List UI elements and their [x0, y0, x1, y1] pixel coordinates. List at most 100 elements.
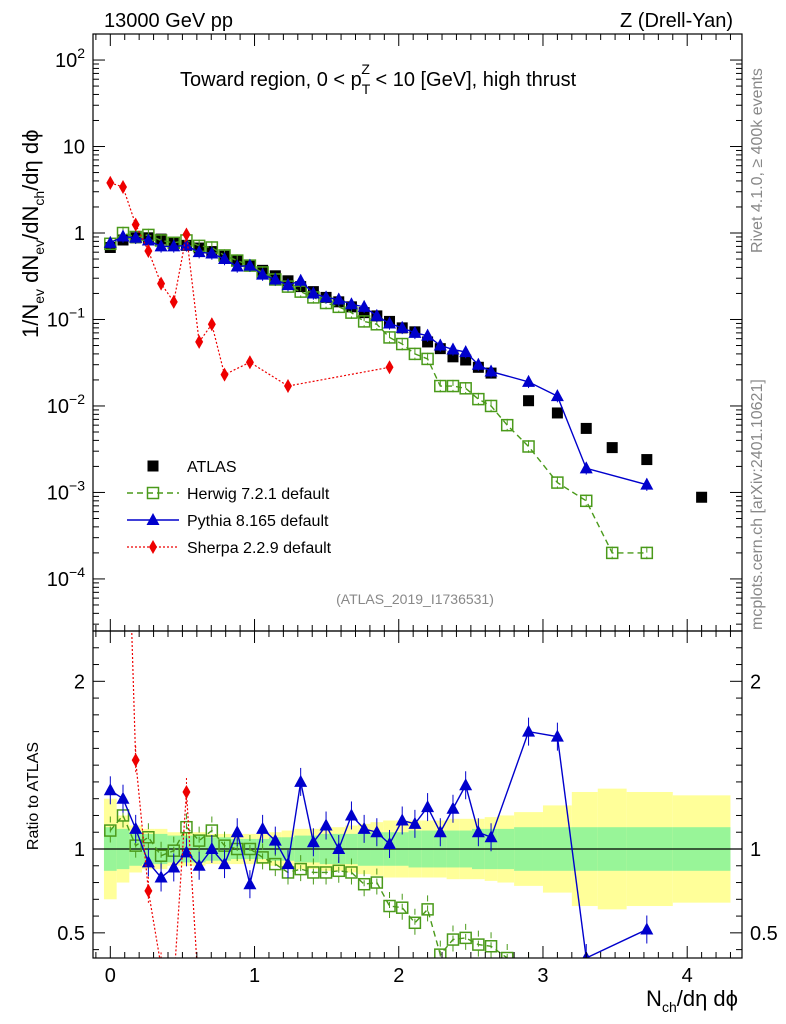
ylabel-part-4: ev	[31, 240, 47, 255]
mcplots-label: mcplots.cern.ch [arXiv:2401.10621]	[749, 379, 766, 630]
legend-label-sherpa: Sherpa 2.2.9 default	[187, 540, 332, 557]
top-y-axis-label: 1/Nev dNev/dNch/dη dϕ	[18, 130, 47, 338]
ylabel-part-7: /dη dϕ	[18, 130, 43, 191]
ratio-y-tick-label: 1	[74, 839, 85, 861]
herwig-ratio-point	[395, 901, 409, 914]
sherpa-ratio-point	[119, 339, 127, 353]
pythia-ratio-point	[167, 860, 181, 873]
herwig-ratio-point	[434, 948, 447, 958]
ylabel-part-6: ch	[31, 191, 47, 206]
sherpa-point	[118, 180, 127, 195]
region-title-sub: T	[362, 81, 371, 97]
data-series	[103, 175, 708, 1007]
pythia-point	[268, 272, 282, 285]
top-y-tick-label: 10−3	[47, 477, 85, 504]
sherpa-ratio-point	[195, 993, 203, 1007]
herwig-point	[551, 476, 564, 489]
pythia-point	[332, 292, 346, 305]
herwig-point	[640, 546, 654, 560]
x-tick-label: 3	[537, 965, 548, 987]
legend-marker-pythia	[146, 513, 160, 525]
pythia-point	[179, 238, 193, 251]
pythia-ratio-point	[116, 791, 130, 804]
ratio-y-tick-label-right: 2	[750, 671, 761, 693]
pythia-ratio-point	[459, 778, 473, 791]
analysis-label: (ATLAS_2019_I1736531)	[336, 591, 494, 607]
herwig-ratio-point	[294, 862, 307, 876]
herwig-point	[500, 418, 514, 432]
pythia-point	[421, 328, 435, 341]
pythia-ratio-point	[446, 801, 460, 814]
atlas-point	[551, 407, 563, 419]
pythia-ratio-point	[522, 724, 536, 737]
ylabel-part-2: ev	[31, 289, 47, 304]
pythia-ratio-point	[433, 825, 447, 838]
herwig-point	[484, 399, 498, 413]
region-title: Toward region, 0 < pTZ < 10 [GeV], high …	[180, 61, 577, 97]
pythia-ratio-point	[268, 833, 282, 846]
pythia-ratio-point	[395, 813, 409, 826]
pythia-ratio-point	[332, 842, 346, 854]
ratio-y-tick-label-right: 1	[750, 839, 761, 861]
herwig-ratio-point	[370, 876, 384, 889]
tick-mantissa: 10	[47, 309, 69, 331]
legend: ATLAS Herwig 7.2.1 default Pythia 8.165 de…	[127, 459, 332, 557]
herwig-ratio-point	[484, 940, 498, 953]
region-title-prefix: Toward region, 0 < p	[180, 69, 362, 91]
sherpa-ratio-point	[182, 784, 191, 799]
pythia-point	[370, 308, 384, 321]
x-axis-label: Nch/dη dϕ	[646, 986, 738, 1015]
top-y-tick-label: 1	[74, 223, 85, 245]
herwig-ratio-point	[421, 903, 434, 916]
pythia-point	[383, 316, 397, 329]
pythia-ratio-point	[218, 857, 232, 870]
pythia-point	[218, 252, 232, 265]
pythia-point	[103, 235, 117, 248]
herwig-point	[446, 379, 460, 393]
top-y-tick-label: 10	[63, 137, 85, 159]
sherpa-point	[195, 334, 204, 349]
top-y-tick-label: 102	[55, 45, 85, 72]
x-tick-label: 2	[393, 965, 404, 987]
pythia-ratio-point	[550, 729, 564, 742]
tick-exponent: −1	[69, 304, 85, 320]
herwig-point	[421, 352, 434, 366]
tick-mantissa: 1	[74, 223, 85, 245]
herwig-ratio-point	[307, 866, 320, 879]
herwig-ratio-point	[408, 916, 422, 930]
pythia-point	[294, 273, 308, 286]
tick-mantissa: 10	[63, 137, 85, 159]
tick-exponent: −4	[69, 564, 85, 580]
top-panel-series	[103, 175, 708, 560]
process-label: Z (Drell-Yan)	[620, 10, 733, 32]
herwig-ratio-point	[552, 984, 563, 995]
pythia-point	[459, 345, 473, 358]
herwig-line	[109, 232, 647, 554]
atlas-point	[580, 422, 592, 434]
herwig-point	[579, 494, 593, 508]
pythia-ratio-point	[103, 783, 117, 796]
atlas-point	[447, 351, 459, 363]
pythia-point	[395, 320, 409, 333]
top-y-tick-label: 10−2	[47, 391, 85, 418]
pythia-ratio-point	[129, 821, 143, 834]
pythia-ratio-point	[344, 808, 358, 821]
ylabel-part-5: /dN	[18, 206, 43, 240]
energy-label: 13000 GeV pp	[104, 10, 233, 32]
sherpa-ratio-point	[157, 959, 165, 973]
ylabel-part-3: dN	[18, 255, 43, 289]
pythia-point	[167, 239, 181, 252]
pythia-ratio-point	[370, 825, 384, 838]
legend-marker-herwig	[146, 486, 160, 500]
pythia-ratio-point	[192, 858, 206, 871]
herwig-point	[434, 379, 447, 393]
atlas-point	[696, 491, 708, 503]
legend-label-atlas: ATLAS	[187, 459, 237, 476]
herwig-point	[522, 440, 535, 453]
pythia-point	[205, 246, 219, 259]
herwig-ratio-point	[500, 951, 514, 958]
sherpa-ratio-line	[131, 631, 198, 958]
herwig-ratio-point	[472, 938, 485, 951]
pythia-ratio-point	[383, 836, 397, 849]
pythia-ratio-point	[141, 855, 155, 868]
